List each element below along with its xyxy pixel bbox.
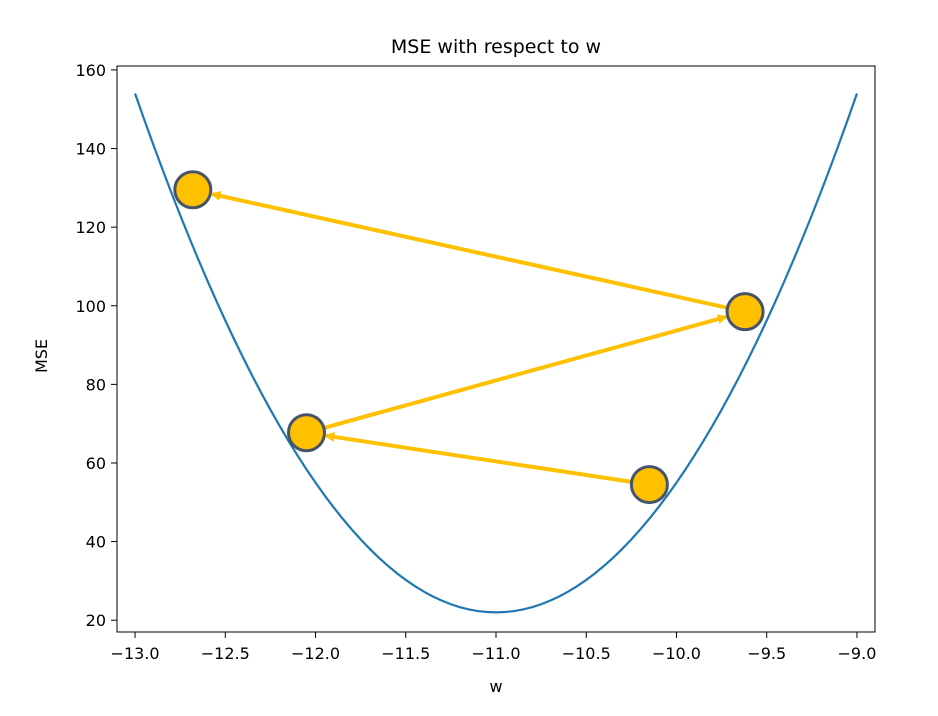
plot-area bbox=[134, 93, 858, 614]
x-tick-label: −12.0 bbox=[291, 644, 340, 663]
x-tick-label: −10.0 bbox=[652, 644, 701, 663]
descent-step-arrow bbox=[210, 190, 728, 310]
descent-step-point bbox=[287, 413, 326, 453]
chart-title: MSE with respect to w bbox=[391, 36, 601, 58]
descent-step-point bbox=[173, 170, 213, 210]
x-tick-label: −10.5 bbox=[562, 644, 611, 663]
y-tick-label: 120 bbox=[75, 218, 106, 237]
y-tick-label: 140 bbox=[75, 140, 106, 159]
x-tick-label: −11.0 bbox=[471, 644, 520, 663]
x-axis-label: w bbox=[489, 677, 502, 696]
x-tick-label: −9.5 bbox=[747, 644, 786, 663]
y-tick-label: 20 bbox=[86, 611, 106, 630]
descent-step-point bbox=[725, 292, 765, 332]
y-tick-label: 60 bbox=[86, 454, 106, 473]
y-axis-label: MSE bbox=[32, 339, 51, 373]
x-tick-label: −11.5 bbox=[381, 644, 430, 663]
descent-step-arrow bbox=[323, 314, 728, 430]
y-axis-ticks: 20 40 60 80 100 120 140 160 bbox=[75, 61, 117, 630]
descent-step-arrow bbox=[324, 431, 632, 484]
y-tick-label: 100 bbox=[75, 297, 106, 316]
x-tick-label: −9.0 bbox=[838, 644, 877, 663]
y-tick-label: 40 bbox=[86, 533, 106, 552]
x-tick-label: −12.5 bbox=[201, 644, 250, 663]
descent-step-point bbox=[629, 465, 669, 505]
x-tick-label: −13.0 bbox=[111, 644, 160, 663]
y-tick-label: 160 bbox=[75, 61, 106, 80]
mse-curve-line bbox=[134, 93, 858, 614]
plot-frame bbox=[116, 65, 876, 633]
x-axis-ticks: −13.0 −12.5 −12.0 −11.5 −11.0 −10.5 −10.0 −9.5 −… bbox=[111, 632, 877, 663]
y-tick-label: 80 bbox=[86, 375, 106, 394]
